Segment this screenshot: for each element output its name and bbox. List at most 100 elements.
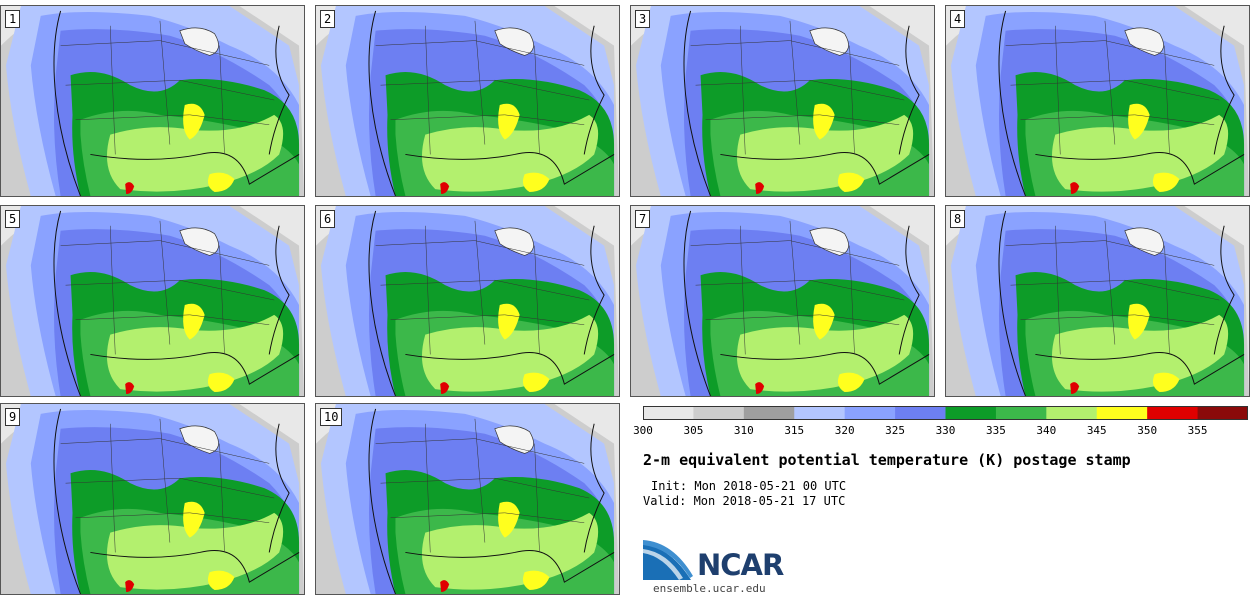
state-boundary [849,45,855,155]
lake-shape [179,27,219,56]
lake-shape [494,425,534,454]
state-boundary [474,220,486,345]
member-panel-5: 5 [0,205,305,397]
map-2 [316,6,619,196]
state-boundary [375,438,585,464]
state-boundary [60,240,270,266]
state-boundary [690,40,900,66]
state-boundary [219,443,225,553]
east-coastline [268,25,290,155]
state-boundary [789,220,801,345]
member-panel-1: 1 [0,5,305,197]
state-boundary [1005,40,1215,66]
east-coastline [268,423,290,553]
state-boundary [695,279,905,301]
plot-title: 2-m equivalent potential temperature (K)… [643,451,1131,469]
state-boundary [1010,279,1220,301]
field-region [125,182,135,195]
field-region [813,303,835,340]
field-region [522,372,550,393]
member-label: 5 [5,210,21,228]
member-label: 1 [5,10,21,28]
colorbar-ticks: 300 305 310 315 320 325 330 335 340 345 350 355 [630,424,1260,440]
member-label: 9 [5,408,21,426]
east-coastline [1213,25,1235,155]
state-boundary [1055,225,1061,355]
state-boundary [159,20,171,145]
ncar-url: ensemble.ucar.edu [653,582,766,595]
state-boundary [534,443,540,553]
state-boundary [1104,20,1116,145]
field-region [183,103,205,140]
lake-shape [1124,27,1164,56]
east-coastline [268,225,290,355]
gulf-coastline [90,351,300,385]
state-boundary [1010,79,1220,101]
colorbar-swatch [743,406,795,420]
colorbar-swatch [1197,406,1248,420]
state-boundary [705,314,900,325]
member-panel-8: 8 [945,205,1250,397]
lake-shape [1124,227,1164,256]
map-10 [316,404,619,594]
state-boundary [75,512,270,523]
west-coastline [998,10,1026,196]
field-region [1051,314,1229,392]
lake-shape [179,425,219,454]
west-coastline [368,408,396,594]
colorbar-tick-label: 320 [834,424,855,437]
field-region [440,182,450,195]
map-7 [631,206,934,396]
west-coastline [683,210,711,396]
colorbar-tick-label: 345 [1086,424,1107,437]
east-coastline [583,225,605,355]
state-boundary [65,279,275,301]
field-region [421,314,599,392]
state-boundary [425,25,431,155]
east-coastline [583,25,605,155]
state-boundary [534,245,540,355]
state-boundary [705,114,900,125]
colorbar-swatch [844,406,896,420]
state-boundary [1104,220,1116,345]
gulf-coastline [90,549,300,583]
member-label: 6 [320,210,336,228]
state-boundary [1020,114,1215,125]
field-region [1051,114,1229,192]
lake-shape [179,227,219,256]
colorbar-tick-label: 340 [1036,424,1057,437]
field-region [837,172,865,193]
colorbar-swatch [1147,406,1199,420]
field-region [498,303,520,340]
state-boundary [65,79,275,101]
state-boundary [534,45,540,155]
state-boundary [474,20,486,145]
field-region [207,570,235,591]
east-coastline [898,25,920,155]
gulf-coastline [1035,151,1245,185]
state-boundary [740,25,746,155]
west-coastline [368,210,396,396]
member-label: 8 [950,210,966,228]
colorbar-tick-label: 350 [1137,424,1158,437]
state-boundary [65,477,275,499]
map-6 [316,206,619,396]
field-region [207,372,235,393]
state-boundary [159,220,171,345]
member-label: 3 [635,10,651,28]
field-region [106,512,284,590]
member-label: 7 [635,210,651,228]
west-coastline [368,10,396,196]
lake-shape [494,27,534,56]
field-region [1070,182,1080,195]
west-coastline [998,210,1026,396]
state-boundary [219,245,225,355]
state-boundary [219,45,225,155]
field-region [1070,382,1080,395]
member-panel-6: 6 [315,205,620,397]
colorbar-tick-label: 315 [784,424,805,437]
state-boundary [390,314,585,325]
ncar-swoosh-icon [643,540,693,580]
state-boundary [75,314,270,325]
field-region [736,114,914,192]
